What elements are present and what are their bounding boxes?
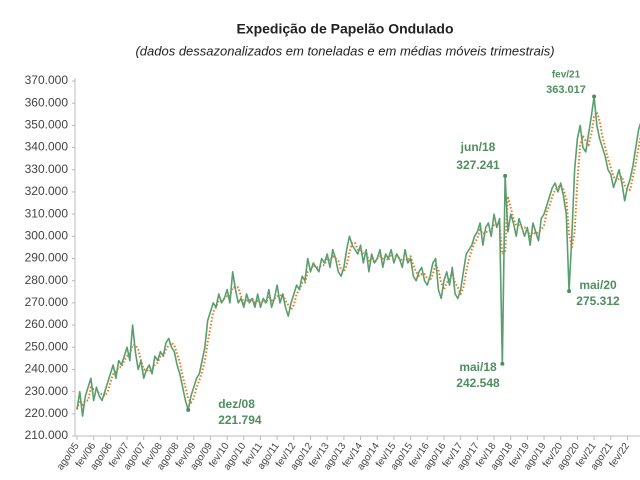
y-tick-label: 220.000	[25, 406, 69, 420]
y-tick-label: 230.000	[25, 384, 69, 398]
y-tick-label: 320.000	[25, 184, 69, 198]
annotation-marker	[500, 361, 505, 366]
y-tick-label: 300.000	[25, 228, 69, 242]
series-line	[76, 111, 640, 410]
annotation-label: dez/08	[218, 397, 255, 411]
annotation-marker	[186, 407, 191, 412]
y-tick-label: 290.000	[25, 251, 69, 265]
y-tick-label: 370.000	[25, 73, 69, 87]
annotation-label: jun/18	[460, 140, 496, 154]
annotation-label: mai/20	[579, 278, 617, 292]
y-tick-label: 340.000	[25, 140, 69, 154]
y-tick-label: 360.000	[25, 95, 69, 109]
annotation-marker	[503, 173, 508, 178]
y-tick-label: 260.000	[25, 317, 69, 331]
y-tick-label: 210.000	[25, 428, 69, 442]
annotation-label: mai/18	[459, 360, 497, 374]
chart-subtitle: (dados dessazonalizados em toneladas e e…	[135, 43, 554, 58]
annotation-marker	[567, 289, 572, 294]
annotation-value: 221.794	[218, 413, 262, 427]
y-tick-label: 330.000	[25, 162, 69, 176]
y-tick-label: 240.000	[25, 362, 69, 376]
annotation-value: 242.548	[456, 376, 500, 390]
y-tick-label: 280.000	[25, 273, 69, 287]
y-tick-label: 270.000	[25, 295, 69, 309]
annotation-value: 327.241	[456, 158, 500, 172]
annotation-label: fev/21	[552, 70, 581, 81]
annotation-marker	[592, 94, 597, 99]
annotation-value: 363.017	[546, 84, 586, 96]
y-tick-label: 310.000	[25, 206, 69, 220]
y-tick-label: 350.000	[25, 118, 69, 132]
annotation-value: 275.312	[576, 294, 620, 308]
series-line	[76, 95, 640, 417]
y-tick-label: 250.000	[25, 339, 69, 353]
chart-title: Expedição de Papelão Ondulado	[236, 21, 453, 37]
